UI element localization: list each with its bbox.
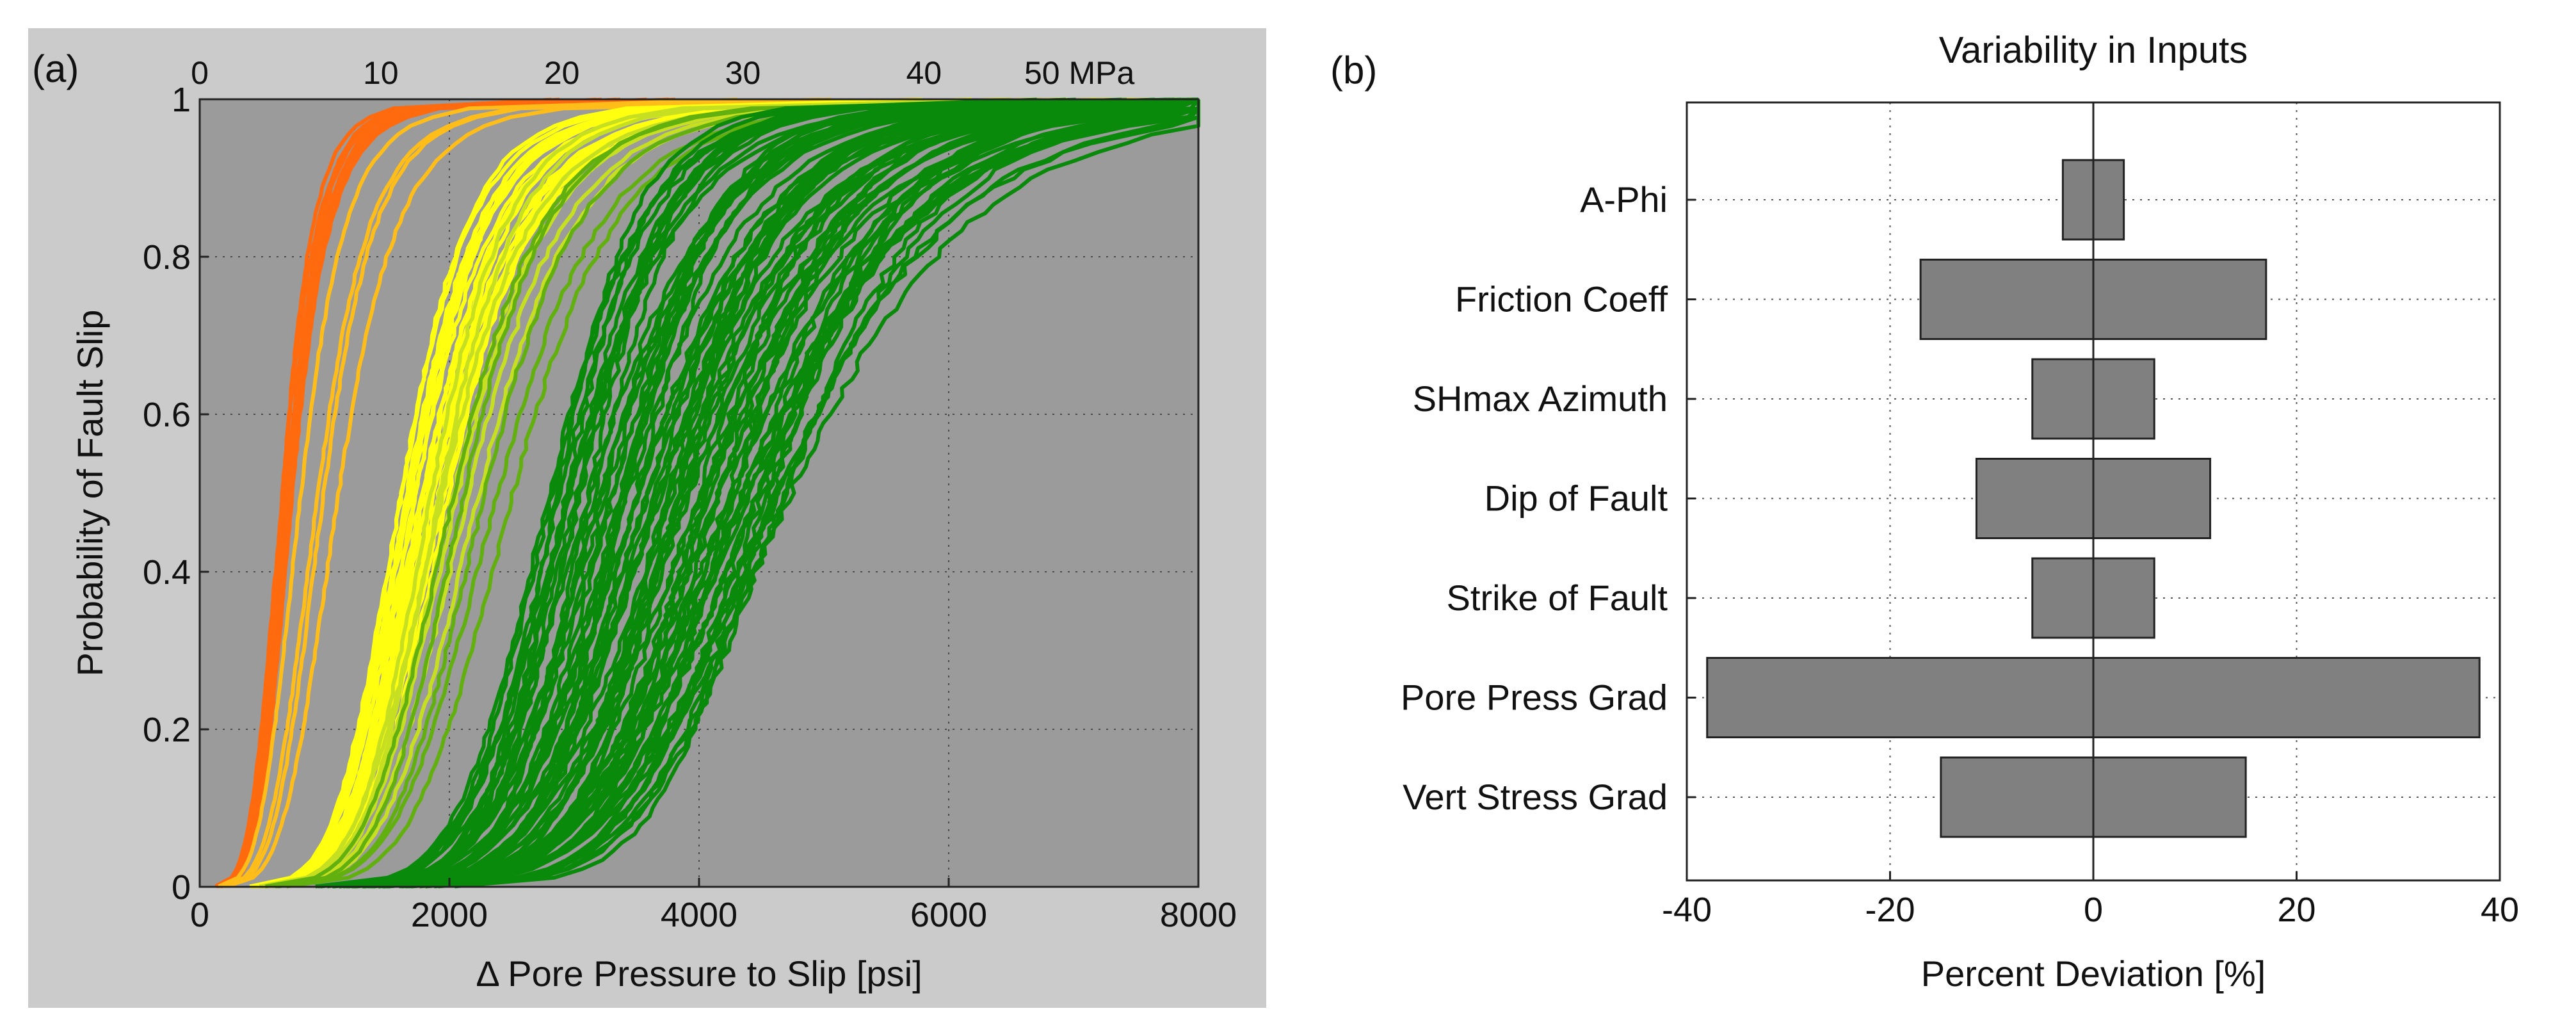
panel-a-curve-green <box>378 99 1200 889</box>
panel-a-curve-amber <box>218 97 738 889</box>
panel-a-curve-green <box>339 97 1199 889</box>
panel-a-curve-green <box>318 97 1199 889</box>
panel-a-curve-green <box>425 99 1200 889</box>
panel-a-curves <box>214 97 1200 889</box>
panel-b-title: Variability in Inputs <box>1939 29 2248 71</box>
panel-a-x-tick-label: 0 <box>190 896 209 934</box>
panel-b-category-label: Strike of Fault <box>1447 578 1668 618</box>
panel-a-curve-green <box>353 97 1037 889</box>
panel-b-category-label: Friction Coeff <box>1455 279 1668 320</box>
panel-b-category-labels: A-Phi Friction Coeff SHmax Azimuth Dip of F… <box>1401 179 1668 817</box>
panel-a-curve-green <box>419 97 1200 889</box>
panel-b-x-tick-label: 0 <box>2084 891 2103 929</box>
panel-a-y-tick-label: 0.8 <box>143 238 191 277</box>
panel-a-curve-orange <box>214 97 620 889</box>
panel-a-curve-green <box>405 97 1199 889</box>
panel-a-curve-green <box>411 99 1200 889</box>
panel-a-x-axis-label: Δ Pore Pressure to Slip [psi] <box>476 953 922 994</box>
panel-a-top-tick-label: 10 <box>363 55 399 91</box>
panel-a-curve-yellow-green <box>267 97 1199 889</box>
panel-a-curve-green <box>378 99 1200 889</box>
panel-a-curve-light-green <box>277 97 1199 889</box>
panel-a-y-tick-label: 1 <box>172 81 191 119</box>
panel-a-curve-yellow-green <box>268 97 1041 889</box>
panel-a-curve-yellow-green <box>259 97 1196 889</box>
panel-a-curve-amber <box>226 97 916 889</box>
panel-a-y-tick-label: 0.2 <box>143 711 191 749</box>
panel-a-y-tick-label: 0 <box>172 868 191 907</box>
panel-b-bars <box>1706 102 2481 880</box>
panel-a-curve-yellow-green <box>265 97 1011 889</box>
panel-a-curve-green <box>382 97 1199 889</box>
panel-a-curve-orange <box>219 97 616 889</box>
panel-b-x-tick-label: -40 <box>1662 891 1712 929</box>
panel-a-top-tick-label: 30 <box>725 55 761 91</box>
panel-b-category-label: Dip of Fault <box>1485 478 1668 519</box>
panel-a-curve-light-green <box>278 97 1199 889</box>
panel-a-curve-yellow <box>257 97 1067 889</box>
panel-a-curve-green <box>369 99 1200 889</box>
panel-a-curve-green <box>343 97 1199 889</box>
panel-a-curve-green <box>455 97 1199 889</box>
panel-a-curve-green <box>383 97 1174 889</box>
panel-a-y-axis-label: Probability of Fault Slip <box>70 310 110 677</box>
panel-b-label: (b) <box>1330 49 1377 92</box>
panel-a-x-tick-label: 6000 <box>910 896 987 934</box>
panel-a-curve-light-green <box>275 97 1127 889</box>
panel-b-category-label: Vert Stress Grad <box>1403 777 1668 817</box>
panel-b-ticks: -40 -20 0 20 40 <box>1662 198 2519 929</box>
panel-a-label: (a) <box>32 47 79 90</box>
panel-a-top-tick-label: 20 <box>544 55 580 91</box>
panel-b-x-tick-label: -20 <box>1865 891 1915 929</box>
panel-a-curve-green <box>348 97 1170 889</box>
panel-a-top-tick-label: 0 <box>191 55 209 91</box>
panel-a-y-tick-label: 0.6 <box>143 396 191 434</box>
panel-a-curve-amber <box>223 97 821 889</box>
panel-b-x-axis-label: Percent Deviation [%] <box>1921 953 2266 994</box>
panel-a-curve-light-green <box>264 97 1184 889</box>
panel-b-category-label: SHmax Azimuth <box>1413 378 1668 419</box>
panel-a-curve-green <box>433 97 1199 889</box>
panel-a-curve-light-green <box>286 97 1199 889</box>
panel-a-curve-green <box>353 97 1199 889</box>
panel-a-top-tick-label: 50 MPa <box>1024 55 1135 91</box>
panel-a-x-tick-label: 4000 <box>661 896 737 934</box>
panel-a-curve-green <box>353 97 1199 889</box>
panel-b-category-label: A-Phi <box>1580 179 1668 220</box>
panel-a-curve-green <box>351 99 1200 889</box>
panel-a-curve-yellow <box>259 97 972 889</box>
panel-a-y-tick-label: 0.4 <box>143 553 191 592</box>
panel-b-x-tick-label: 20 <box>2277 891 2315 929</box>
panel-b-category-label: Pore Press Grad <box>1401 677 1668 718</box>
panel-a-x-tick-label: 2000 <box>411 896 488 934</box>
panel-a-top-tick-label: 40 <box>906 55 942 91</box>
panel-a-curve-amber <box>221 97 832 889</box>
panel-b: (b) Variability in Inputs A-Phi Friction … <box>1330 29 2519 994</box>
panel-b-x-tick-label: 40 <box>2481 891 2519 929</box>
panel-a-x-tick-label: 8000 <box>1160 896 1237 934</box>
